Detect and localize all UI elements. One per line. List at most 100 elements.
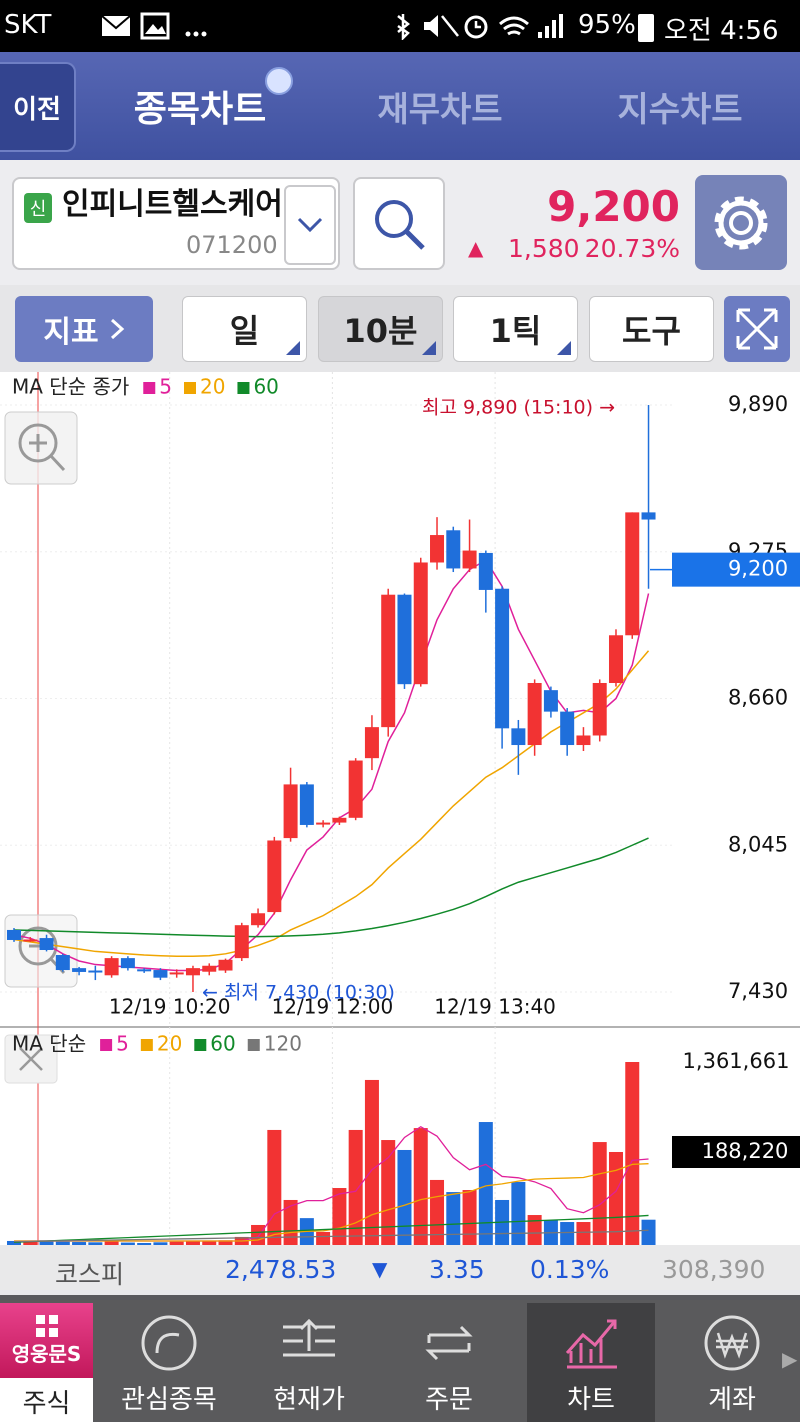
candle-body [592,682,607,736]
legend-label: 60 [253,375,278,399]
indicator-label: 지표 [43,315,99,350]
candle-body [283,784,298,839]
legend-swatch [237,382,250,394]
candle-body [299,784,314,825]
candle-body [348,760,363,818]
volume-bar [381,1140,396,1245]
candle-body [430,535,445,563]
dropdown-button[interactable] [284,185,336,265]
legend-title: MA 단순 종가 [12,375,129,399]
toolbar-button[interactable]: 1틱 [453,296,578,362]
legend-label: 5 [116,1032,129,1056]
toolbar-button[interactable]: 도구 [589,296,714,362]
logo: 영웅문S [0,1303,93,1378]
toolbar-button[interactable]: 일 [182,296,307,362]
stock-badge: 신 [24,193,52,223]
nav-item[interactable]: 관심종목 [121,1384,217,1415]
bottom-nav: 영웅문S 주식 관심종목 현재가 주문 차트 계좌 ▶ [0,1295,800,1422]
nav-icon [425,1325,473,1361]
tab[interactable]: 재무차트 [377,89,503,130]
volume-bar [185,1240,200,1245]
nav-item[interactable]: 계좌 [708,1384,756,1415]
tab-badge [265,67,293,95]
chevron-icon [110,318,124,340]
nav-home[interactable]: 영웅문S 주식 [0,1303,93,1422]
index-name: 코스피 [55,1260,125,1289]
y-tick-label: 9,890 [728,392,788,416]
candle-body [120,958,135,969]
last-price-label: 9,200 [728,557,788,581]
candle-body [218,959,233,971]
stock-name: 인피니트헬스케어 [62,187,283,222]
candle-body [381,594,396,728]
volume-bar [137,1242,152,1245]
candle-body [625,512,640,636]
legend-swatch [184,382,196,394]
last-price-tag [672,552,800,587]
candle-body [462,550,477,569]
candle-body [316,822,331,825]
tab-active[interactable]: 종목차트 [133,89,267,130]
volume-bar [364,1079,379,1245]
legend-label: 120 [264,1032,302,1056]
volume-bar [576,1222,591,1245]
nav-item[interactable]: 현재가 [273,1384,345,1415]
candle-body [153,970,168,978]
indicator-button[interactable]: 지표 [15,296,153,362]
toolbar: 지표 일 10분 1틱 도구 [0,285,800,372]
legend-label: 20 [157,1032,182,1056]
logo-text: 영웅문S [11,1342,82,1366]
stock-change-rate: 20.73% [584,234,680,263]
zoom-out[interactable] [4,914,78,988]
volume-bar [413,1128,428,1245]
zoom-in[interactable] [4,411,78,485]
clock: 오전 4:56 [664,16,779,46]
expand-icon [736,308,778,350]
candle-body [364,727,379,759]
legend-title: MA 단순 [12,1032,86,1056]
volume-bar [251,1224,266,1245]
candle-body [543,690,558,712]
nav-item[interactable]: 차트 [567,1384,615,1415]
index-bar: 코스피 2,478.53 ▼ 3.35 0.13% 308,390 [0,1245,800,1295]
nav-icon [565,1319,617,1369]
x-tick-label: 12/19 13:40 [434,995,556,1019]
nav-more[interactable]: ▶ [782,1347,798,1371]
close-volume[interactable] [4,1034,58,1084]
nav-icon [141,1315,197,1371]
expand-button[interactable] [724,296,790,362]
stock-price: 9,200 [547,182,680,231]
stock-selector[interactable]: 신 인피니트헬스케어 071200 [12,177,340,270]
volume-bar [72,1242,87,1245]
nav-item[interactable]: 주문 [425,1384,473,1415]
volume-bar [55,1241,70,1245]
dropdown-marker [422,341,436,355]
settings-button[interactable] [695,175,787,270]
volume-bar [283,1199,298,1245]
candle-body [72,968,87,972]
stock-change: 1,580 [508,234,580,263]
candle-body [495,588,510,729]
search-button[interactable] [353,177,445,270]
candle-body [478,552,493,590]
status-icons [101,12,207,40]
candle-body [55,955,70,971]
back-button[interactable]: 이전 [0,62,76,152]
volume-bar [625,1062,640,1245]
candle-body [332,817,347,823]
candle-body [413,562,428,685]
x-tick-label: 12/19 10:20 [109,995,231,1019]
y-tick-label: 8,660 [728,686,788,710]
volume-bar [511,1181,526,1245]
current-volume-label: 188,220 [702,1139,789,1163]
candle-body [104,958,119,976]
candle-body [267,840,282,913]
candle-body [641,512,656,520]
tab[interactable]: 지수차트 [617,89,743,130]
volume-bar [169,1241,184,1245]
candle-body [527,682,542,746]
toolbar-button[interactable]: 10분 [318,296,443,362]
legend-swatch [194,1039,207,1051]
gear-icon [714,196,768,249]
